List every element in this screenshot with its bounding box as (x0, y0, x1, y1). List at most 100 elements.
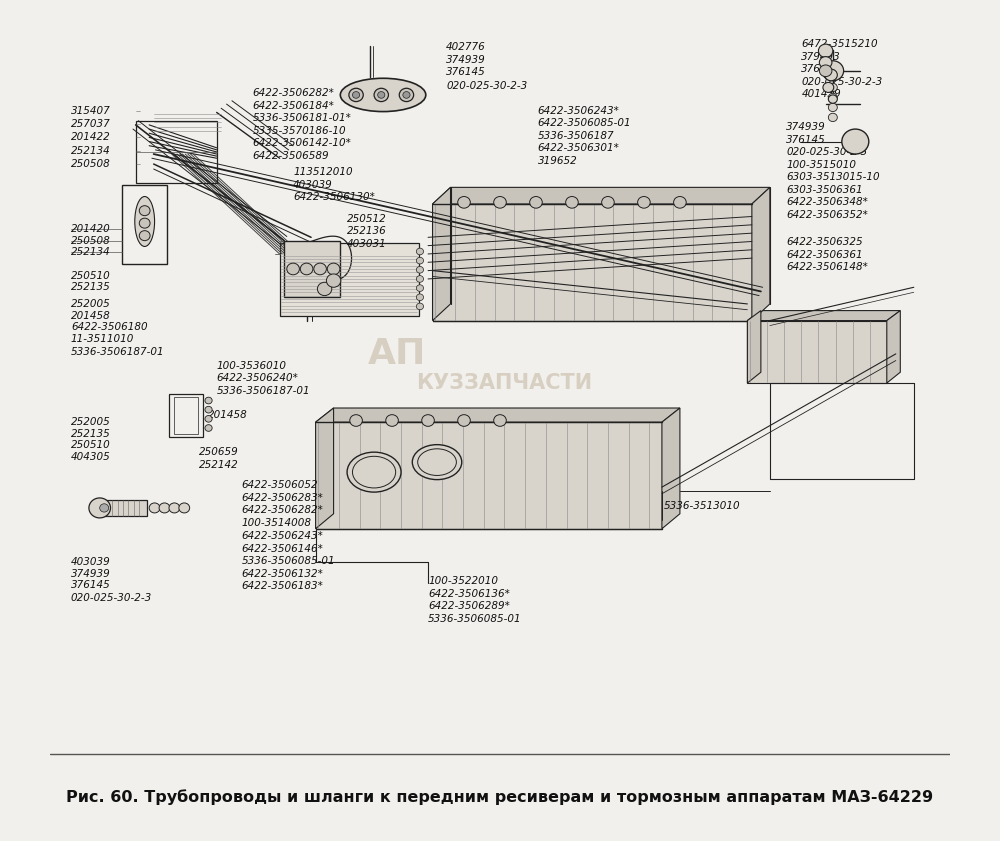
Text: 6422-3506348*: 6422-3506348* (786, 198, 868, 208)
Circle shape (602, 197, 614, 209)
Text: 5336-3506187: 5336-3506187 (538, 130, 614, 140)
Text: 5336-3506187-01: 5336-3506187-01 (71, 347, 165, 357)
Text: 250659: 250659 (199, 447, 238, 458)
Polygon shape (887, 310, 900, 383)
Circle shape (327, 263, 340, 275)
Circle shape (842, 129, 869, 154)
Text: 250508: 250508 (71, 159, 111, 169)
Text: 6422-3506243*: 6422-3506243* (242, 532, 324, 542)
Bar (280, 243, 419, 316)
Ellipse shape (412, 445, 462, 479)
Circle shape (458, 415, 470, 426)
Circle shape (458, 197, 470, 209)
Text: 5336-3506187-01: 5336-3506187-01 (217, 385, 310, 395)
Text: 5335-3570186-10: 5335-3570186-10 (253, 126, 346, 135)
Text: 020-025-30-2-3: 020-025-30-2-3 (71, 593, 152, 603)
Circle shape (494, 415, 506, 426)
Text: 6422-3506240*: 6422-3506240* (217, 373, 299, 383)
Circle shape (403, 92, 410, 98)
Text: 250510: 250510 (71, 271, 111, 281)
Text: 6422-3506130*: 6422-3506130* (293, 193, 375, 203)
Text: 6422-3506361: 6422-3506361 (786, 250, 863, 260)
Bar (169, 394, 203, 437)
Text: 5336-3506085-01: 5336-3506085-01 (428, 614, 522, 624)
Text: 252134: 252134 (71, 145, 111, 156)
Circle shape (300, 263, 313, 275)
Circle shape (352, 92, 360, 98)
Circle shape (818, 44, 833, 57)
Bar (122, 185, 167, 264)
Bar (136, 121, 217, 183)
Circle shape (674, 197, 686, 209)
Ellipse shape (135, 197, 155, 246)
Text: 020-025-30-2-3: 020-025-30-2-3 (446, 81, 527, 91)
Circle shape (422, 415, 434, 426)
Text: 201422: 201422 (71, 132, 111, 142)
Circle shape (825, 69, 837, 81)
Text: 403039: 403039 (293, 180, 333, 190)
Polygon shape (433, 204, 752, 320)
Circle shape (566, 197, 578, 209)
Text: 100-3522010: 100-3522010 (428, 576, 498, 586)
Text: 374939: 374939 (71, 569, 111, 579)
Text: АП: АП (367, 337, 426, 371)
Circle shape (100, 504, 109, 512)
Text: 020-025-30-2-3: 020-025-30-2-3 (786, 147, 867, 157)
Text: 6422-3506183*: 6422-3506183* (242, 581, 324, 591)
Text: 6422-3506325: 6422-3506325 (786, 237, 863, 247)
Text: 374939: 374939 (786, 123, 826, 132)
Polygon shape (433, 188, 770, 204)
Text: 201420: 201420 (71, 224, 111, 234)
Text: 6472-3515210: 6472-3515210 (801, 40, 878, 49)
Text: 250510: 250510 (71, 441, 111, 451)
Polygon shape (662, 408, 680, 529)
Text: 6422-3506289*: 6422-3506289* (428, 601, 510, 611)
Circle shape (378, 92, 385, 98)
Text: 404305: 404305 (71, 452, 111, 463)
Text: 100-3536010: 100-3536010 (217, 361, 287, 371)
Text: КУЗЗАПЧАСТИ: КУЗЗАПЧАСТИ (416, 373, 593, 393)
Text: 6422-3506352*: 6422-3506352* (786, 210, 868, 220)
Text: 6422-3506180: 6422-3506180 (71, 322, 148, 332)
Circle shape (823, 82, 834, 93)
Text: 250512: 250512 (347, 214, 387, 224)
Bar (174, 397, 198, 434)
Circle shape (139, 230, 150, 241)
Text: 252142: 252142 (199, 460, 238, 469)
Ellipse shape (347, 452, 401, 492)
Polygon shape (433, 188, 451, 320)
Circle shape (416, 303, 424, 309)
Text: 319652: 319652 (538, 156, 578, 166)
Circle shape (386, 415, 398, 426)
Polygon shape (747, 310, 900, 320)
Circle shape (416, 285, 424, 292)
Text: 6422-3506184*: 6422-3506184* (253, 101, 335, 111)
Text: 5336-3506085-01: 5336-3506085-01 (242, 556, 335, 566)
Circle shape (169, 503, 180, 513)
Text: 379493: 379493 (801, 51, 841, 61)
Text: 403031: 403031 (347, 239, 387, 249)
Circle shape (828, 114, 837, 122)
Text: 252134: 252134 (71, 247, 111, 257)
Circle shape (139, 218, 150, 228)
Circle shape (317, 283, 332, 295)
Text: 376145: 376145 (801, 64, 841, 74)
Circle shape (828, 103, 837, 112)
Circle shape (149, 503, 160, 513)
Text: 6422-3506148*: 6422-3506148* (786, 262, 868, 272)
Ellipse shape (340, 78, 426, 112)
Text: 252136: 252136 (347, 226, 387, 236)
Circle shape (314, 263, 326, 275)
Circle shape (350, 415, 362, 426)
Circle shape (89, 498, 110, 518)
Text: 252135: 252135 (71, 429, 111, 439)
Text: 6422-3506136*: 6422-3506136* (428, 589, 510, 599)
Polygon shape (747, 310, 761, 383)
Text: 11-3511010: 11-3511010 (71, 334, 134, 344)
Text: 5336-3513010: 5336-3513010 (664, 501, 740, 511)
Circle shape (822, 61, 844, 81)
Text: 403039: 403039 (71, 557, 111, 567)
Circle shape (287, 263, 299, 275)
Text: 6422-3506142-10*: 6422-3506142-10* (253, 138, 352, 148)
Circle shape (179, 503, 190, 513)
